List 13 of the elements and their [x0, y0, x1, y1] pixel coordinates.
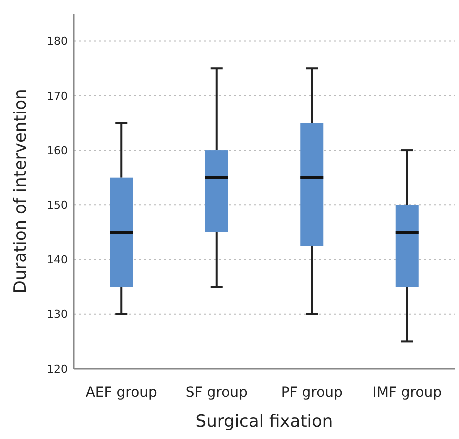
y-tick-label: 170	[47, 90, 68, 103]
y-axis-title: Duration of intervention	[11, 89, 31, 294]
y-tick-label: 140	[47, 254, 68, 267]
x-tick-label: PF group	[281, 385, 344, 401]
x-axis-title: Surgical fixation	[196, 412, 334, 432]
y-tick-label: 150	[47, 199, 68, 212]
x-tick-label: AEF group	[86, 385, 158, 401]
x-tick-label: IMF group	[372, 385, 442, 401]
x-tick-label: SF group	[186, 385, 248, 401]
y-tick-label: 160	[47, 144, 68, 158]
y-tick-label: 130	[47, 308, 68, 322]
y-tick-label: 180	[47, 35, 68, 48]
y-tick-label: 120	[47, 362, 68, 376]
